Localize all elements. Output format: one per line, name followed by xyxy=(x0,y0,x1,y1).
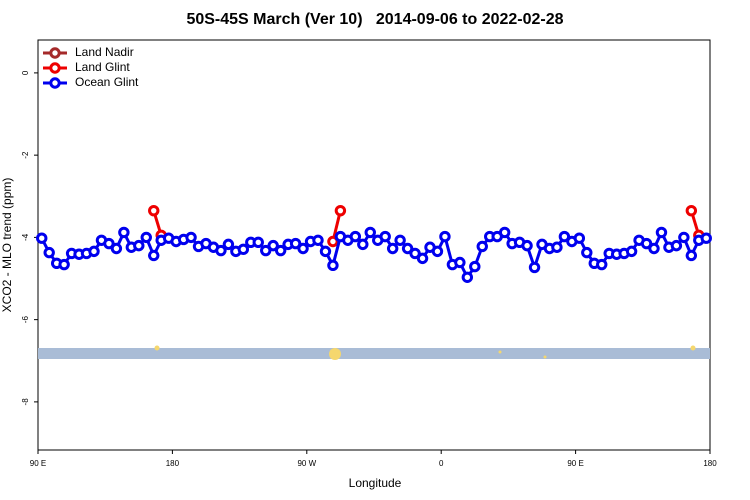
point xyxy=(685,249,698,262)
point xyxy=(260,244,272,257)
x-axis-label: Longitude xyxy=(349,476,402,490)
point xyxy=(401,242,414,255)
point xyxy=(521,239,533,252)
point xyxy=(469,260,481,273)
y-axis-label: XCO2 - MLO trend (ppm) xyxy=(0,178,14,313)
legend-marker xyxy=(49,62,61,74)
land-spots xyxy=(154,345,696,360)
land-spot xyxy=(329,348,341,360)
point xyxy=(379,230,391,243)
point xyxy=(573,232,586,244)
point xyxy=(148,204,160,217)
point xyxy=(118,226,130,239)
point xyxy=(461,271,474,283)
point xyxy=(252,236,264,249)
point xyxy=(319,245,332,258)
point xyxy=(648,242,660,255)
legend-marker xyxy=(49,47,61,59)
point xyxy=(685,204,698,217)
point xyxy=(312,234,324,246)
point xyxy=(454,256,466,269)
point xyxy=(297,242,309,255)
point xyxy=(581,246,593,259)
land-strip xyxy=(38,348,710,359)
x-tick-label: 180 xyxy=(166,459,180,468)
point xyxy=(274,244,287,257)
point xyxy=(640,237,653,250)
x-tick-label: 0 xyxy=(439,459,444,468)
x-tick-label: 180 xyxy=(703,459,717,468)
point xyxy=(103,237,115,250)
land-spot xyxy=(543,355,547,359)
x-tick-label: 90 E xyxy=(30,459,46,468)
legend-marker xyxy=(49,77,61,89)
point xyxy=(431,245,444,258)
land-spot xyxy=(498,350,502,354)
land-spot xyxy=(154,345,160,351)
point xyxy=(185,231,197,244)
legend-label: Ocean Glint xyxy=(75,75,139,89)
y-tick-label: -8 xyxy=(21,398,30,406)
point xyxy=(36,232,48,244)
point xyxy=(349,230,362,243)
point xyxy=(439,230,451,243)
point xyxy=(551,241,563,253)
point xyxy=(58,258,70,271)
chart-title: 50S-45S March (Ver 10) 2014-09-06 to 202… xyxy=(186,11,563,28)
point xyxy=(416,252,429,265)
point xyxy=(334,204,347,217)
point xyxy=(237,243,250,256)
point xyxy=(148,249,160,262)
point xyxy=(655,226,668,239)
point xyxy=(528,261,541,274)
plot-frame xyxy=(37,39,711,451)
point xyxy=(700,232,712,244)
point xyxy=(215,244,227,257)
y-tick-label: 0 xyxy=(21,70,30,75)
point xyxy=(357,238,369,251)
point xyxy=(394,234,406,246)
point xyxy=(558,230,571,243)
legend-label: Land Nadir xyxy=(75,45,134,59)
x-tick-label: 90 E xyxy=(567,459,583,468)
point xyxy=(409,247,421,260)
point xyxy=(670,239,683,252)
point xyxy=(327,259,339,272)
y-tick-label: -2 xyxy=(21,151,30,159)
point xyxy=(289,237,302,250)
legend-label: Land Glint xyxy=(75,60,130,74)
point xyxy=(596,258,608,271)
point xyxy=(267,239,279,252)
point xyxy=(625,245,638,258)
y-tick-label: -4 xyxy=(21,233,30,241)
point xyxy=(498,226,511,239)
point xyxy=(110,242,123,255)
point xyxy=(386,242,399,255)
point xyxy=(327,235,339,248)
point xyxy=(678,231,690,244)
land-spot xyxy=(690,345,696,351)
point xyxy=(364,226,376,239)
x-tick-label: 90 W xyxy=(297,459,316,468)
point xyxy=(43,246,55,259)
point xyxy=(133,239,145,252)
point xyxy=(476,240,488,253)
point xyxy=(140,231,152,244)
y-tick-label: -6 xyxy=(21,316,30,324)
point xyxy=(88,245,100,258)
point xyxy=(222,238,235,251)
